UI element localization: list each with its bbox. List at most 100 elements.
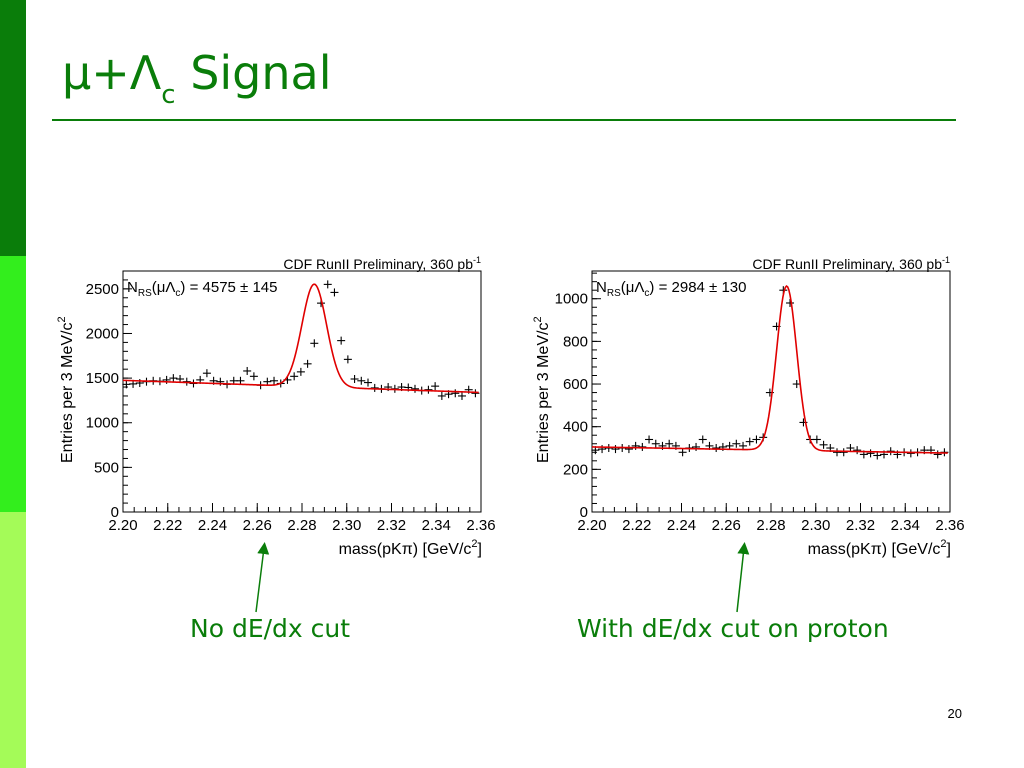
y-tick-label: 400 (563, 419, 588, 436)
data-point (792, 380, 801, 389)
x-tick-label: 2.32 (377, 517, 406, 534)
data-point (692, 442, 701, 451)
data-point (202, 369, 211, 378)
data-point (424, 385, 433, 394)
data-point (732, 439, 741, 448)
y-axis-label: Entries per 3 MeV/c2 (56, 316, 76, 463)
x-tick-label: 2.24 (667, 517, 696, 534)
title-underline (52, 119, 956, 121)
y-tick-label: 0 (580, 504, 588, 521)
x-tick-label: 2.26 (712, 517, 741, 534)
data-point (906, 449, 915, 458)
x-tick-label: 2.22 (153, 517, 182, 534)
data-point (122, 380, 131, 389)
y-axis-label: Entries per 3 MeV/c2 (532, 316, 552, 463)
fit-curve (591, 285, 948, 454)
side-bar-top (0, 0, 26, 256)
data-point (752, 435, 761, 444)
data-point (169, 374, 178, 383)
data-point (310, 339, 319, 348)
data-point (933, 450, 942, 459)
fit-curve (122, 283, 479, 394)
caption-arrow-right (736, 542, 750, 613)
slide-title-tail: Signal (175, 46, 332, 100)
data-point (270, 376, 279, 385)
data-point (343, 355, 352, 364)
data-point (866, 449, 875, 458)
plot-frame (591, 270, 951, 513)
x-tick-label: 2.28 (287, 517, 316, 534)
chart-header: CDF RunII Preliminary, 360 pb-1 (283, 255, 481, 272)
signal-yield-annotation: NRS(μΛc) = 2984 ± 130 (596, 279, 746, 299)
histogram-right: CDF RunII Preliminary, 360 pb-1 NRS(μΛc)… (532, 255, 965, 558)
x-tick-label: 2.20 (577, 517, 606, 534)
caption-no-dedx-cut: No dE/dx cut (190, 614, 351, 643)
slide-title-subscript: c (161, 80, 176, 110)
histogram-left: CDF RunII Preliminary, 360 pb-1 NRS(μΛc)… (56, 255, 496, 558)
data-point (631, 441, 640, 450)
data-point (290, 372, 299, 381)
caption-with-dedx-cut: With dE/dx cut on proton (577, 614, 889, 643)
y-tick-label: 0 (111, 504, 119, 521)
data-point (357, 376, 366, 385)
x-tick-label: 2.34 (891, 517, 920, 534)
data-point (739, 441, 748, 450)
data-point (712, 444, 721, 453)
data-point (611, 445, 620, 454)
y-tick-label: 200 (563, 461, 588, 478)
chart-header: CDF RunII Preliminary, 360 pb-1 (752, 255, 950, 272)
data-point (853, 446, 862, 455)
data-point (873, 451, 882, 460)
data-point (236, 376, 245, 385)
data-point (638, 442, 647, 451)
data-point (698, 435, 707, 444)
side-bar-middle (0, 256, 26, 512)
data-point (296, 367, 305, 376)
y-tick-label: 800 (563, 333, 588, 350)
data-point (624, 445, 633, 454)
x-tick-label: 2.36 (466, 517, 495, 534)
y-tick-label: 1000 (555, 291, 588, 308)
data-point (886, 447, 895, 456)
data-point (451, 389, 460, 398)
x-tick-label: 2.20 (108, 517, 137, 534)
data-point (786, 298, 795, 307)
caption-arrow-left (255, 542, 270, 613)
data-point (243, 366, 252, 375)
x-tick-label: 2.24 (198, 517, 227, 534)
data-point (745, 437, 754, 446)
x-axis-label: mass(pKπ) [GeV/c2] (339, 538, 482, 558)
data-point (263, 377, 272, 386)
data-point (410, 384, 419, 393)
y-tick-label: 1500 (86, 370, 119, 387)
data-point (812, 435, 821, 444)
data-point (471, 389, 480, 398)
data-point (330, 288, 339, 297)
plot-frame (122, 270, 482, 513)
data-point (431, 382, 440, 391)
data-point (337, 336, 346, 345)
y-tick-label: 2000 (86, 325, 119, 342)
data-point (651, 439, 660, 448)
data-point (364, 378, 373, 387)
data-point (665, 439, 674, 448)
data-point (303, 359, 312, 368)
x-tick-label: 2.34 (422, 517, 451, 534)
data-point (819, 440, 828, 449)
side-bar-bottom (0, 512, 26, 768)
x-tick-label: 2.30 (801, 517, 830, 534)
data-point (370, 383, 379, 392)
data-point (249, 372, 258, 381)
data-point (645, 435, 654, 444)
y-tick-label: 2500 (86, 281, 119, 298)
y-tick-label: 1000 (86, 415, 119, 432)
x-tick-label: 2.36 (935, 517, 964, 534)
x-axis-label: mass(pKπ) [GeV/c2] (808, 538, 951, 558)
signal-yield-annotation: NRS(μΛc) = 4575 ± 145 (127, 279, 277, 299)
data-point (323, 280, 332, 289)
x-tick-label: 2.26 (243, 517, 272, 534)
x-tick-label: 2.22 (622, 517, 651, 534)
slide-title-main: μ+Λ (62, 46, 162, 100)
data-point (839, 448, 848, 457)
